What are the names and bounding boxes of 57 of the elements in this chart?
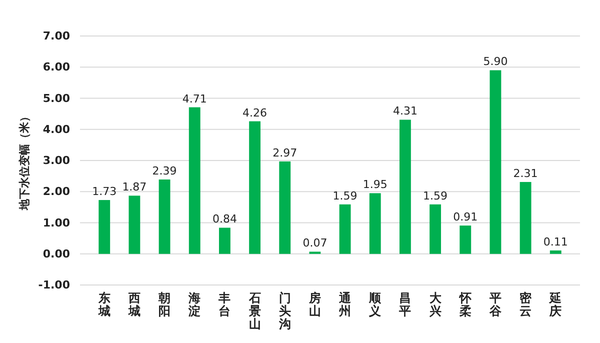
bar: [188, 107, 200, 254]
y-tick-label: 2.00: [42, 185, 70, 198]
y-axis-title: 地下水位变幅（米）: [18, 111, 31, 211]
bar: [128, 196, 140, 254]
x-tick-label: 密云: [520, 291, 533, 318]
data-label: 1.95: [362, 178, 388, 192]
bar: [550, 250, 562, 254]
x-tick-label: 通州: [338, 291, 352, 318]
data-label: 0.11: [543, 235, 568, 248]
x-tick-label: 昌平: [398, 291, 412, 318]
data-label: 1.87: [122, 180, 147, 194]
x-tick-label: 海淀: [188, 291, 201, 318]
bar: [158, 179, 170, 254]
data-label: 1.73: [92, 185, 117, 198]
data-label: 1.59: [423, 189, 448, 202]
x-tick-label: 西城: [127, 291, 140, 318]
x-tick-label: 丰台: [218, 291, 231, 318]
bar: [490, 70, 502, 254]
y-tick-label: 3.00: [42, 154, 70, 168]
y-tick-label: 5.00: [42, 92, 70, 105]
bar: [249, 121, 261, 254]
data-label: 1.59: [332, 189, 358, 202]
bar: [430, 204, 442, 254]
x-tick-label: 平谷: [488, 291, 502, 318]
x-tick-label: 怀柔: [458, 291, 472, 318]
x-tick-label: 延庆: [548, 291, 562, 318]
data-label: 4.71: [182, 92, 207, 106]
bar: [520, 182, 532, 254]
x-tick-label: 门头沟: [278, 291, 291, 331]
y-tick-label: 0.00: [42, 247, 70, 260]
data-label: 0.84: [212, 212, 237, 226]
bar: [279, 161, 291, 254]
x-tick-label: 朝阳: [158, 291, 171, 318]
data-label: 0.07: [302, 236, 328, 250]
x-tick-label: 石景山: [248, 291, 261, 331]
data-label: 4.31: [392, 104, 418, 118]
data-label: 2.39: [152, 164, 177, 178]
data-label: 2.31: [513, 166, 538, 180]
data-label: 4.26: [242, 106, 268, 120]
x-tick-label: 大兴: [428, 291, 442, 318]
y-tick-label: 7.00: [42, 30, 70, 43]
bar: [98, 200, 110, 254]
y-tick-label: -1.00: [38, 278, 70, 292]
y-tick-label: 1.00: [42, 216, 70, 230]
data-label: 0.91: [453, 210, 478, 224]
bar: [460, 226, 472, 254]
data-label: 5.90: [483, 55, 508, 68]
x-tick-label: 房山: [308, 291, 321, 318]
y-tick-label: 6.00: [42, 60, 70, 74]
bar: [399, 120, 411, 254]
x-tick-label: 东城: [97, 291, 110, 318]
bar: [218, 228, 230, 254]
x-tick-label: 顺义: [368, 291, 382, 318]
data-label: 2.97: [272, 146, 298, 160]
bar: [339, 204, 351, 254]
bar: [369, 193, 381, 254]
y-tick-label: 4.00: [42, 122, 70, 136]
